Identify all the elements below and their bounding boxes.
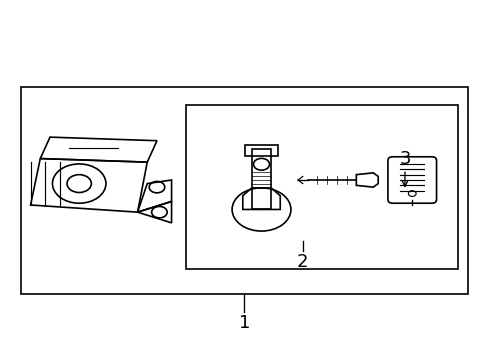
- Text: 1: 1: [238, 314, 250, 332]
- Bar: [21, 87, 467, 294]
- Text: 3: 3: [398, 149, 410, 167]
- Text: 2: 2: [297, 253, 308, 271]
- Bar: [186, 105, 458, 269]
